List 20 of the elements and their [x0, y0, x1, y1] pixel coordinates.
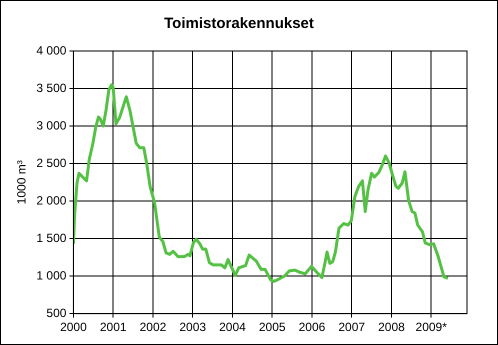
x-tick-label: 2009*: [416, 320, 448, 334]
x-tick-label: 2007: [338, 320, 366, 334]
y-tick-label: 3 500: [36, 80, 67, 95]
y-tick-label: 2 500: [36, 156, 67, 170]
x-tick-label: 2006: [298, 320, 326, 334]
chart-title: Toimistorakennukset: [164, 15, 314, 32]
x-tick-label: 2001: [100, 320, 127, 334]
x-tick-label: 2000: [60, 320, 88, 334]
y-tick-label: 1 000: [36, 268, 67, 282]
x-tick-label: 2005: [258, 320, 286, 334]
x-tick-label: 2004: [219, 320, 246, 334]
y-tick-label: 3 000: [36, 118, 67, 132]
y-tick-label: 500: [46, 306, 67, 320]
x-tick-label: 2002: [140, 320, 167, 334]
y-tick-label: 4 000: [36, 43, 67, 58]
y-tick-label: 2 000: [36, 193, 67, 208]
x-tick-label: 2008: [378, 320, 406, 334]
y-tick-label: 1 500: [36, 230, 67, 245]
x-tick-label: 2003: [179, 320, 206, 334]
y-axis-title: 1000 m³: [14, 160, 29, 204]
